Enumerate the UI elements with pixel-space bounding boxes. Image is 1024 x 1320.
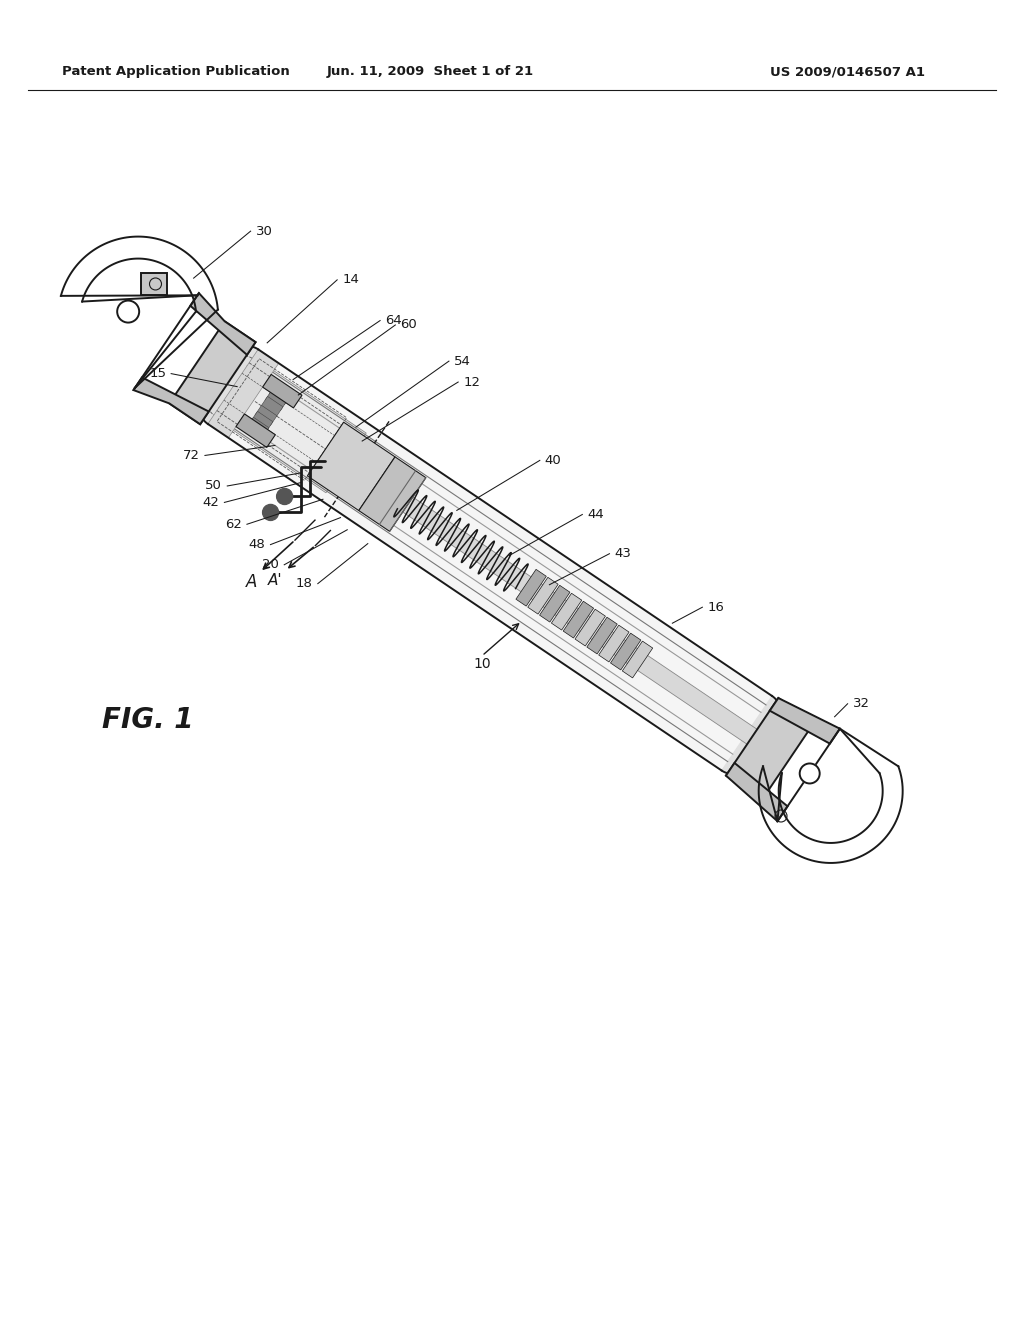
Polygon shape: [228, 367, 367, 492]
Text: 54: 54: [454, 355, 471, 368]
Text: 10: 10: [474, 657, 492, 671]
Polygon shape: [527, 577, 558, 614]
Text: A': A': [268, 573, 283, 587]
Text: 48: 48: [249, 539, 265, 552]
Text: 16: 16: [708, 601, 724, 614]
Text: 32: 32: [853, 697, 869, 710]
Text: 42: 42: [203, 496, 219, 510]
Polygon shape: [587, 618, 617, 653]
Text: 50: 50: [206, 479, 222, 492]
Polygon shape: [599, 626, 629, 661]
Text: US 2009/0146507 A1: US 2009/0146507 A1: [770, 66, 925, 78]
Polygon shape: [726, 698, 814, 800]
Polygon shape: [265, 391, 287, 411]
Polygon shape: [208, 350, 772, 771]
Polygon shape: [141, 273, 168, 294]
Polygon shape: [261, 396, 283, 417]
Polygon shape: [255, 405, 276, 425]
Polygon shape: [190, 293, 256, 355]
Polygon shape: [269, 384, 291, 404]
Polygon shape: [169, 321, 256, 424]
Polygon shape: [199, 346, 258, 424]
Text: 62: 62: [225, 517, 242, 531]
Text: 72: 72: [183, 449, 200, 462]
Circle shape: [800, 763, 819, 784]
Polygon shape: [563, 601, 594, 638]
Polygon shape: [236, 414, 275, 447]
Text: A: A: [247, 573, 258, 591]
Text: Patent Application Publication: Patent Application Publication: [62, 66, 290, 78]
Circle shape: [262, 504, 279, 520]
Polygon shape: [307, 422, 395, 511]
Text: 12: 12: [463, 375, 480, 388]
Text: Jun. 11, 2009  Sheet 1 of 21: Jun. 11, 2009 Sheet 1 of 21: [327, 66, 534, 78]
Polygon shape: [726, 763, 787, 821]
Polygon shape: [623, 642, 652, 678]
Polygon shape: [247, 417, 269, 437]
Text: 20: 20: [262, 558, 280, 572]
Polygon shape: [610, 634, 641, 671]
Polygon shape: [516, 569, 547, 606]
Text: FIG. 1: FIG. 1: [102, 706, 194, 734]
Polygon shape: [575, 610, 605, 645]
Text: 14: 14: [342, 273, 359, 286]
Polygon shape: [392, 490, 762, 747]
Text: 43: 43: [614, 548, 632, 560]
Polygon shape: [551, 593, 582, 630]
Polygon shape: [208, 350, 279, 438]
Polygon shape: [133, 378, 209, 424]
Polygon shape: [770, 698, 840, 743]
Polygon shape: [358, 457, 426, 532]
Polygon shape: [262, 375, 302, 408]
Circle shape: [276, 488, 293, 504]
Text: 30: 30: [256, 224, 272, 238]
Text: 40: 40: [545, 454, 561, 467]
Text: 60: 60: [400, 318, 417, 331]
Text: 64: 64: [385, 314, 401, 327]
Text: 15: 15: [150, 367, 166, 380]
Text: 44: 44: [588, 508, 604, 521]
Text: 18: 18: [296, 577, 312, 590]
Polygon shape: [251, 412, 273, 432]
Circle shape: [117, 301, 139, 322]
Polygon shape: [722, 696, 781, 774]
Polygon shape: [540, 585, 570, 622]
